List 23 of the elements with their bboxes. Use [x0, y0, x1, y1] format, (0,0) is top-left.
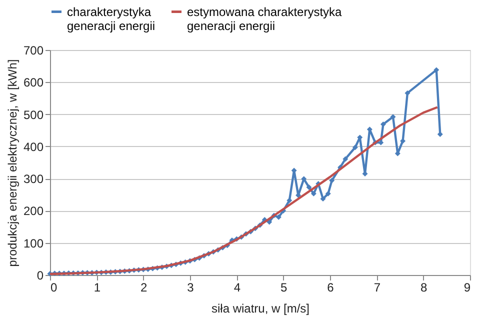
y-tick-label: 400	[23, 140, 44, 154]
line-series	[48, 106, 438, 276]
y-tick-label: 600	[23, 76, 44, 90]
x-tick-label: 2	[140, 280, 148, 294]
x-tick-label: 8	[420, 280, 428, 294]
x-axis-title: siła wiatru, w [m/s]	[211, 302, 310, 316]
x-tick-label: 0	[50, 280, 58, 294]
legend-label: charakterystyka generacji energii	[67, 4, 156, 33]
x-tick-label: 6	[327, 280, 334, 294]
x-tick-label: 4	[234, 280, 241, 294]
x-tick-label: 9	[464, 280, 471, 294]
y-tick-label: 500	[23, 108, 44, 122]
y-tick-label: 100	[23, 236, 44, 250]
x-tick-label: 7	[374, 280, 381, 294]
x-tick-label: 1	[94, 280, 101, 294]
y-tick-label: 200	[23, 204, 44, 218]
x-tick-label: 5	[280, 280, 288, 294]
x-tick-label: 3	[187, 280, 194, 294]
y-tick-label: 700	[23, 44, 44, 58]
y-tick-label: 300	[23, 172, 44, 186]
y-axis-title: produkcja energii elektrycznej, w [kWh]	[5, 59, 20, 267]
legend-label: estymowana charakterystyka generacji energii	[187, 4, 342, 33]
y-tick-label: 0	[36, 268, 44, 282]
